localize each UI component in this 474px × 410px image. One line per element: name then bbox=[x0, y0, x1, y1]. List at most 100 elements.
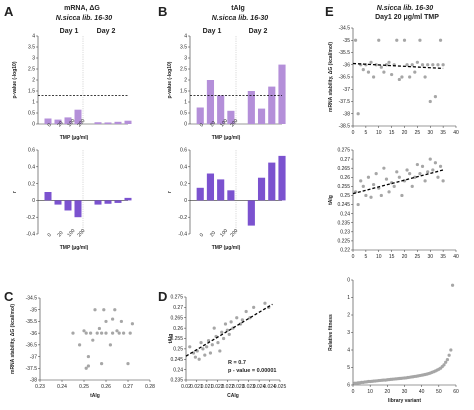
y-tick-label: 0.275 bbox=[170, 295, 183, 301]
x-tick-label: 20 bbox=[385, 389, 391, 395]
y-tick-label: 0.2 bbox=[28, 181, 35, 187]
y-tick-label: 3.5 bbox=[28, 45, 35, 51]
data-point bbox=[420, 63, 425, 67]
y-tick-label: 2.5 bbox=[180, 67, 187, 73]
bar bbox=[217, 179, 225, 201]
bar bbox=[217, 95, 225, 124]
data-point bbox=[108, 343, 112, 347]
data-point bbox=[387, 60, 391, 64]
bar bbox=[74, 109, 82, 124]
bar bbox=[206, 80, 215, 124]
x-tick-label: 0.023 bbox=[242, 384, 255, 390]
bar bbox=[104, 200, 112, 204]
data-point bbox=[82, 329, 86, 333]
y-tick-label: 3.5 bbox=[180, 45, 187, 51]
data-point bbox=[374, 63, 378, 67]
data-point bbox=[408, 172, 412, 176]
data-point bbox=[441, 63, 445, 67]
x-tick-label: 0 bbox=[46, 232, 53, 238]
x-tick-label: 20 bbox=[209, 230, 217, 238]
data-point bbox=[235, 316, 239, 320]
y-tick-label: 0.27 bbox=[340, 157, 350, 163]
x-tick-label: 0.26 bbox=[101, 384, 111, 390]
data-point bbox=[111, 331, 115, 335]
data-point bbox=[442, 363, 446, 367]
data-point bbox=[86, 354, 90, 359]
y-tick-label: 0.265 bbox=[170, 315, 183, 321]
x-tick-label: 0.023 bbox=[232, 384, 245, 390]
x-tick-label: 200 bbox=[76, 118, 86, 128]
data-point bbox=[115, 329, 119, 333]
bar bbox=[64, 117, 72, 124]
y-tick-label: -35.5 bbox=[26, 319, 38, 325]
panel-label-e: E bbox=[325, 4, 334, 19]
panel-label-d: D bbox=[158, 289, 167, 304]
y-axis-label: Relative fitness bbox=[328, 314, 334, 351]
x-tick-label: 100 bbox=[219, 118, 229, 128]
data-point bbox=[428, 157, 432, 161]
x-tick-label: 0.024 bbox=[263, 384, 276, 390]
y-tick-label: 0.6 bbox=[28, 148, 35, 154]
y-tick-label: 0.245 bbox=[170, 357, 183, 363]
bar bbox=[54, 119, 62, 124]
data-point bbox=[361, 68, 365, 72]
bar bbox=[257, 177, 266, 201]
bar bbox=[227, 110, 235, 124]
x-tick-label: 0.022 bbox=[222, 384, 235, 390]
panel-a-title: mRNA, ΔG bbox=[64, 5, 100, 12]
data-point bbox=[86, 364, 90, 368]
x-tick-label: 0 bbox=[46, 122, 53, 128]
panel-a-day1-label: Day 1 bbox=[60, 28, 79, 35]
x-tick-label: 30 bbox=[427, 254, 433, 260]
data-point bbox=[203, 353, 207, 357]
y-tick-label: 3 bbox=[184, 56, 187, 62]
data-point bbox=[263, 301, 267, 305]
x-tick-label: 20 bbox=[56, 230, 64, 238]
y-tick-label: -36 bbox=[30, 331, 37, 337]
data-point bbox=[89, 331, 93, 335]
data-point bbox=[410, 184, 414, 188]
data-point bbox=[95, 331, 99, 335]
y-tick-label: -35.5 bbox=[339, 50, 351, 56]
data-point bbox=[220, 330, 224, 334]
y-tick-label: 5 bbox=[347, 365, 350, 371]
x-tick-label: 40 bbox=[453, 130, 459, 136]
data-point bbox=[130, 322, 134, 326]
bar bbox=[64, 200, 72, 211]
y-tick-label: -0.4 bbox=[26, 232, 35, 238]
x-axis-label: TMP (μg/ml) bbox=[212, 245, 241, 251]
data-point bbox=[428, 99, 432, 104]
data-point bbox=[201, 347, 205, 351]
y-tick-label: -0.2 bbox=[26, 215, 35, 221]
data-point bbox=[111, 317, 115, 321]
x-tick-label: 0 bbox=[199, 232, 206, 238]
y-tick-label: -37 bbox=[30, 354, 37, 360]
y-tick-label: 0.225 bbox=[337, 239, 350, 245]
data-point bbox=[402, 38, 407, 42]
data-point bbox=[208, 351, 213, 355]
panel-label-b: B bbox=[158, 4, 167, 19]
data-point bbox=[244, 309, 248, 314]
y-axis-label: p-value (-log10) bbox=[12, 61, 18, 98]
bar bbox=[124, 120, 132, 124]
data-point bbox=[433, 95, 437, 99]
x-tick-label: 200 bbox=[76, 228, 86, 238]
y-tick-label: 0.6 bbox=[180, 148, 187, 154]
x-tick-label: 100 bbox=[66, 228, 76, 238]
data-point bbox=[361, 184, 365, 188]
data-point bbox=[104, 331, 108, 335]
bar bbox=[114, 200, 122, 203]
y-tick-label: 0.25 bbox=[173, 347, 183, 353]
data-point bbox=[384, 177, 389, 181]
data-point bbox=[212, 326, 216, 330]
bar bbox=[54, 200, 62, 205]
panel-e-subtitle: Day1 20 μg/ml TMP bbox=[375, 14, 439, 21]
y-tick-label: -38 bbox=[30, 378, 37, 384]
data-point bbox=[400, 193, 404, 198]
y-tick-label: 3 bbox=[347, 330, 350, 336]
bar bbox=[247, 200, 255, 226]
